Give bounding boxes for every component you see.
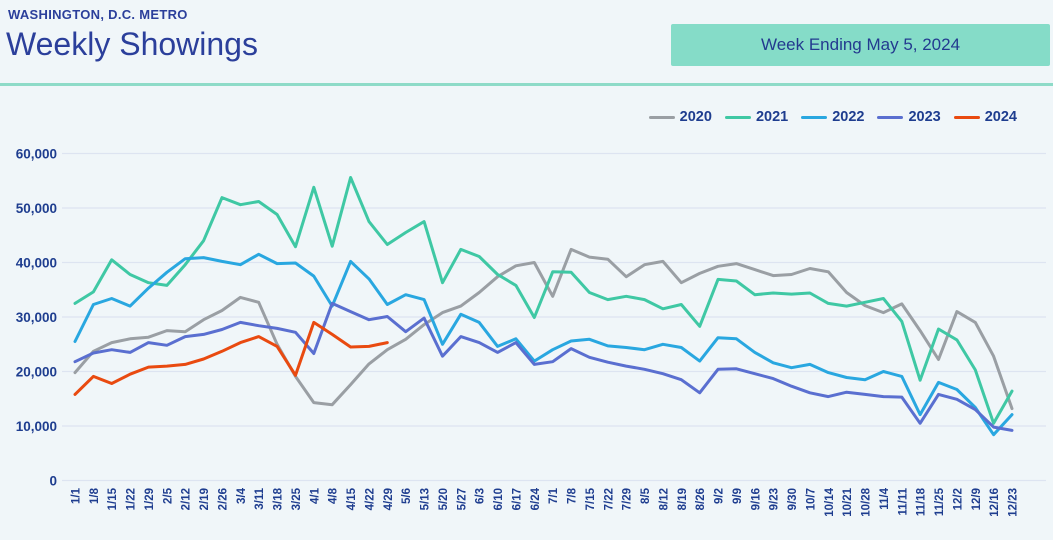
x-axis-tick-label: 2/5 bbox=[162, 487, 174, 504]
legend-item-2023: 2023 bbox=[877, 109, 941, 125]
x-axis-tick-label: 5/13 bbox=[420, 488, 432, 510]
x-axis-tick-label: 9/30 bbox=[787, 488, 799, 510]
x-axis-tick-label: 5/27 bbox=[456, 488, 468, 510]
x-axis-tick-label: 8/26 bbox=[695, 488, 707, 510]
x-axis-tick-label: 3/25 bbox=[291, 487, 303, 510]
x-axis-tick-label: 7/22 bbox=[603, 488, 615, 510]
x-axis-tick-label: 3/4 bbox=[236, 487, 248, 504]
x-axis-tick-label: 10/7 bbox=[805, 488, 817, 510]
x-axis-tick-label: 10/14 bbox=[824, 487, 836, 516]
x-axis-tick-label: 12/2 bbox=[952, 488, 964, 510]
x-axis-tick-label: 2/12 bbox=[181, 488, 193, 510]
chart-legend: 2020 2021 2022 2023 2024 bbox=[648, 109, 1017, 125]
legend-label: 2020 bbox=[679, 109, 712, 125]
x-axis-tick-label: 1/8 bbox=[89, 487, 101, 504]
legend-line-swatch bbox=[648, 115, 675, 119]
legend-line-swatch bbox=[953, 115, 980, 119]
series-line-2023 bbox=[73, 301, 1014, 432]
x-axis-tick-label: 12/23 bbox=[1008, 488, 1020, 517]
y-axis-tick-label: 0 bbox=[49, 474, 57, 489]
x-axis-tick-label: 7/8 bbox=[567, 487, 579, 504]
legend-label: 2023 bbox=[908, 109, 941, 125]
x-axis-tick-label: 4/22 bbox=[364, 488, 376, 510]
x-axis-tick-label: 11/25 bbox=[934, 487, 946, 516]
x-axis-tick-label: 7/1 bbox=[548, 487, 560, 504]
x-axis-tick-label: 2/19 bbox=[199, 488, 211, 510]
x-axis-tick-label: 9/9 bbox=[732, 488, 744, 504]
legend-label: 2021 bbox=[755, 109, 789, 125]
x-axis-tick-label: 4/1 bbox=[309, 487, 321, 504]
series-line-2022 bbox=[73, 252, 1014, 437]
x-axis-tick-label: 7/15 bbox=[585, 487, 597, 510]
x-axis-tick-label: 4/8 bbox=[328, 487, 340, 504]
x-axis-tick-label: 1/15 bbox=[107, 487, 119, 510]
page-title: Weekly Showings bbox=[6, 26, 258, 62]
y-axis-tick-label: 20,000 bbox=[16, 365, 57, 380]
legend-item-2020: 2020 bbox=[648, 109, 712, 125]
x-axis-tick-label: 5/20 bbox=[438, 488, 450, 510]
x-axis-tick-label: 4/29 bbox=[383, 488, 395, 510]
legend-line-swatch bbox=[801, 115, 828, 119]
week-ending-text: Week Ending May 5, 2024 bbox=[760, 35, 961, 54]
y-axis-tick-label: 60,000 bbox=[16, 147, 57, 162]
legend-label: 2022 bbox=[832, 109, 865, 125]
weekly-showings-chart: 0 10,000 20,000 30,000 40,000 50,000 60,000 1/1… bbox=[0, 100, 1053, 535]
y-axis-tick-label: 50,000 bbox=[16, 201, 57, 216]
y-axis-tick-label: 30,000 bbox=[16, 310, 57, 325]
header-divider bbox=[0, 83, 1053, 86]
x-axis-tick-label: 9/23 bbox=[769, 488, 781, 510]
x-axis-tick-label: 11/4 bbox=[879, 487, 891, 509]
x-axis-tick-label: 1/22 bbox=[126, 488, 138, 510]
x-axis-tick-label: 12/16 bbox=[989, 488, 1001, 517]
x-axis-tick-label: 6/10 bbox=[493, 488, 505, 510]
x-axis-tick-label: 9/2 bbox=[714, 488, 726, 504]
x-axis-tick-label: 10/28 bbox=[861, 487, 873, 516]
x-axis-tick-label: 6/17 bbox=[511, 488, 523, 510]
series-line-2020 bbox=[73, 247, 1014, 411]
series-line-2024 bbox=[73, 320, 389, 396]
y-axis-tick-label: 10,000 bbox=[16, 419, 57, 434]
x-axis-tick-label: 9/16 bbox=[750, 488, 762, 510]
x-axis-tick-label: 10/21 bbox=[842, 487, 854, 516]
legend-item-2024: 2024 bbox=[953, 109, 1017, 125]
x-axis-tick-label: 1/29 bbox=[144, 488, 156, 510]
x-axis-tick-label: 2/26 bbox=[217, 488, 229, 510]
x-axis-tick-label: 5/6 bbox=[401, 488, 413, 504]
region-label: WASHINGTON, D.C. METRO bbox=[8, 7, 188, 22]
legend-item-2022: 2022 bbox=[801, 109, 864, 125]
x-axis-tick-label: 6/3 bbox=[475, 488, 487, 504]
x-axis-tick-label: 11/18 bbox=[916, 487, 928, 516]
legend-label: 2024 bbox=[984, 109, 1017, 125]
y-axis-tick-label: 40,000 bbox=[16, 256, 57, 271]
chart-canvas: 0 10,000 20,000 30,000 40,000 50,000 60,000 1/1… bbox=[16, 147, 1046, 517]
x-axis-tick-label: 3/11 bbox=[254, 487, 266, 509]
legend-line-swatch bbox=[724, 115, 751, 119]
x-axis-tick-label: 12/9 bbox=[971, 488, 983, 510]
x-axis-tick-label: 8/5 bbox=[640, 487, 652, 504]
week-ending-badge: Week Ending May 5, 2024 bbox=[671, 24, 1050, 66]
legend-item-2021: 2021 bbox=[724, 109, 789, 125]
x-axis-tick-label: 7/29 bbox=[622, 488, 634, 510]
x-axis-tick-label: 8/19 bbox=[677, 488, 689, 510]
x-axis-tick-label: 1/1 bbox=[71, 487, 83, 504]
x-axis-tick-label: 11/11 bbox=[897, 487, 909, 515]
x-axis-tick-label: 3/18 bbox=[273, 487, 285, 510]
x-axis-tick-label: 8/12 bbox=[658, 488, 670, 510]
x-axis-tick-label: 4/15 bbox=[346, 487, 358, 510]
x-axis-tick-label: 6/24 bbox=[530, 487, 542, 510]
legend-line-swatch bbox=[877, 115, 904, 119]
series-line-2021 bbox=[73, 176, 1014, 425]
